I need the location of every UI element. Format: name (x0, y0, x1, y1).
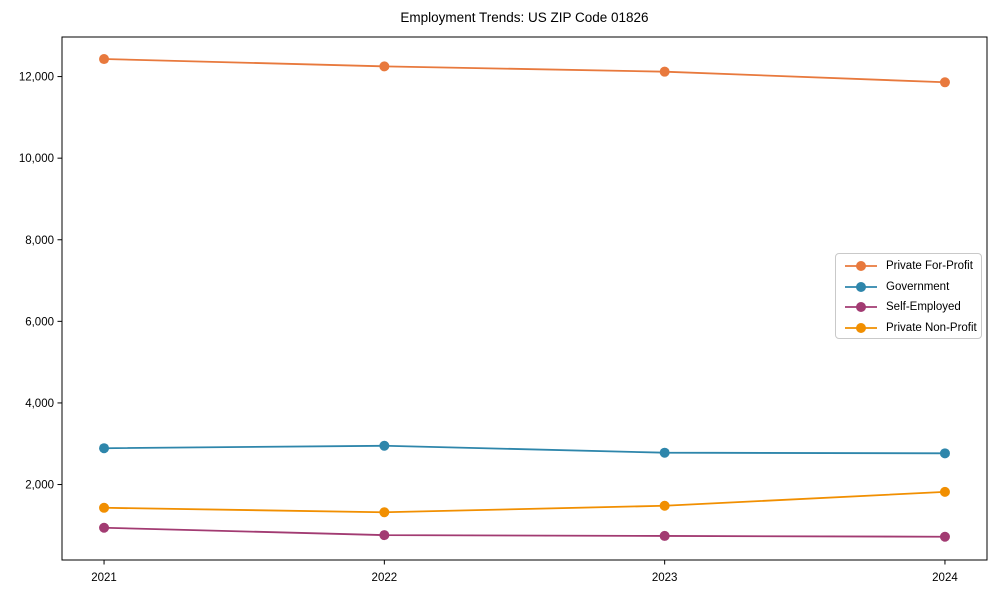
y-tick-label: 10,000 (19, 153, 54, 165)
legend-label: Government (886, 280, 950, 293)
legend-item-government: Government (845, 277, 981, 298)
series-line-private-for-profit (104, 58, 945, 84)
data-point-self-employed (659, 530, 670, 541)
y-tick-label: 12,000 (19, 72, 54, 84)
data-point-self-employed (939, 531, 950, 542)
data-point-private-non-profit (379, 507, 390, 518)
data-point-self-employed (379, 530, 390, 541)
data-point-government (379, 440, 390, 451)
legend-item-private-non-profit: Private Non-Profit (845, 318, 981, 339)
legend-line-sample-icon (845, 281, 877, 292)
y-tick-label: 4,000 (25, 398, 54, 410)
legend-label: Self-Employed (886, 301, 961, 314)
x-tick-label: 2024 (932, 572, 958, 584)
series-line-government (104, 444, 945, 455)
data-point-private-non-profit (99, 502, 110, 513)
x-tick-label: 2022 (372, 572, 398, 584)
legend-item-private-for-profit: Private For-Profit (845, 256, 981, 277)
legend-label: Private For-Profit (886, 260, 973, 273)
x-tick-label: 2021 (91, 572, 117, 584)
legend-line-sample-icon (845, 261, 877, 272)
data-point-government (99, 443, 110, 454)
data-point-private-for-profit (939, 77, 950, 88)
x-tick-label: 2023 (652, 572, 678, 584)
y-tick-label: 2,000 (25, 480, 54, 492)
chart-title: Employment Trends: US ZIP Code 01826 (400, 10, 649, 25)
legend-line-sample-icon (845, 322, 877, 333)
legend-label: Private Non-Profit (886, 321, 977, 334)
legend-item-self-employed: Self-Employed (845, 297, 981, 318)
series-line-self-employed (104, 526, 945, 538)
y-tick-label: 6,000 (25, 316, 54, 328)
data-point-private-for-profit (379, 61, 390, 72)
series-line-private-non-profit (104, 490, 945, 514)
data-point-private-for-profit (659, 66, 670, 77)
data-point-private-for-profit (99, 54, 110, 65)
data-point-private-non-profit (659, 500, 670, 511)
data-point-private-non-profit (939, 486, 950, 497)
data-point-government (659, 447, 670, 458)
legend-line-sample-icon (845, 302, 877, 313)
data-point-government (939, 448, 950, 459)
legend: Private For-Profit Government Self-Employe… (835, 253, 982, 339)
axes-frame (61, 36, 988, 561)
data-point-self-employed (99, 522, 110, 533)
y-tick-label: 8,000 (25, 235, 54, 247)
